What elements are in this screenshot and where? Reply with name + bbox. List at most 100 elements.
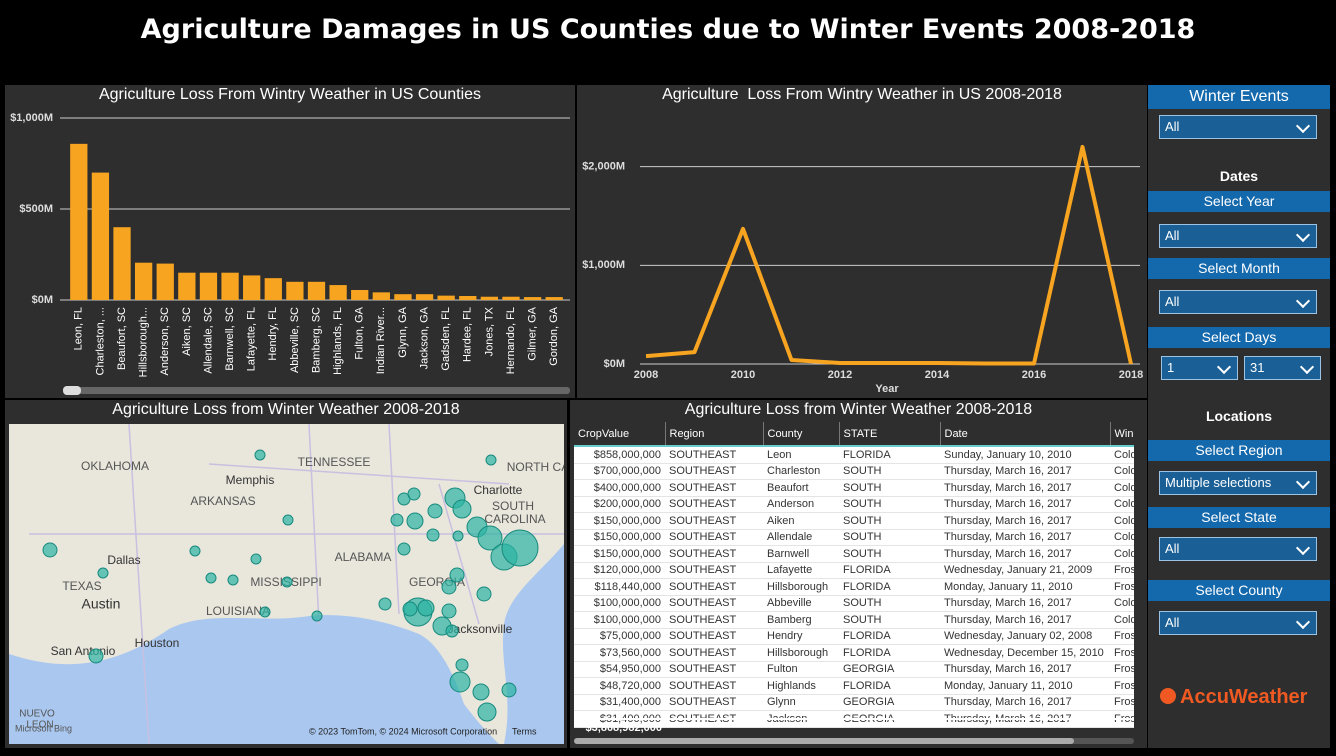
table-cell: SOUTH (843, 531, 882, 544)
table-cell: FLORIDA (843, 646, 891, 659)
table-cell: SOUTHEAST (669, 696, 737, 709)
table-cell: Monday, January 11, 2010 (944, 679, 1073, 692)
table-cell: SOUTHEAST (669, 514, 737, 527)
map-label: Houston (135, 636, 180, 650)
table-total: $3,808,982,000 (585, 722, 662, 734)
x-tick-label: 2016 (1022, 369, 1046, 381)
dropdown[interactable]: All (1159, 224, 1317, 248)
table-cell: Fros (1114, 630, 1134, 643)
table-cell: GEORGIA (843, 663, 895, 676)
y-tick-label: $500M (19, 203, 53, 215)
table-cell: Thursday, March 16, 2017 (944, 613, 1072, 626)
x-tick-label: Beaufort, SC (116, 307, 128, 370)
table-cell: Cold (1114, 465, 1134, 478)
dropdown[interactable]: Multiple selections (1159, 471, 1317, 495)
table-cell: Fros (1114, 696, 1134, 709)
x-tick-label: Bamberg, SC (310, 307, 322, 373)
table-cell: $75,000,000 (599, 630, 661, 643)
table-cell: SOUTHEAST (669, 580, 737, 593)
x-tick-label: Indian River... (375, 307, 387, 374)
map-terms[interactable]: Terms (512, 726, 537, 736)
x-tick-label: Abbeville, SC (289, 307, 301, 373)
chart-title: Agriculture Loss From Wintry Weather in … (99, 86, 481, 103)
table-title: Agriculture Loss from Winter Weather 200… (684, 401, 1033, 418)
map-label: ALABAMA (335, 550, 392, 564)
x-tick-label: Highlands, FL (332, 307, 344, 375)
table-cell: Thursday, March 16, 2017 (944, 531, 1072, 544)
table-cell: SOUTHEAST (669, 646, 737, 659)
table-cell: $100,000,000 (593, 597, 661, 610)
logo: AccuWeather (1160, 686, 1307, 709)
map-label: LEON (26, 720, 53, 731)
column-header: STATE (839, 422, 941, 446)
table-cell: $200,000,000 (593, 498, 661, 511)
table-cell: Sunday, January 10, 2010 (944, 448, 1072, 461)
table-cell: Fulton (767, 663, 798, 676)
map-label: San Antonio (51, 644, 116, 658)
filters: Winter Events All Dates Select Year All … (1148, 85, 1330, 748)
table-cell: Cold (1114, 448, 1134, 461)
table-cell: Beaufort (767, 481, 809, 494)
table-row: $150,000,000 SOUTHEAST Barnwell SOUTH Thursd… (574, 546, 1134, 562)
table-cell: SOUTHEAST (669, 630, 737, 643)
table-cell: Cold (1114, 613, 1134, 626)
logo-text: AccuWeather (1180, 686, 1308, 708)
table-cell: Fros (1114, 564, 1134, 577)
dropdown[interactable]: All (1159, 290, 1317, 314)
bar (480, 296, 499, 300)
bar (286, 281, 304, 300)
scrollbar[interactable] (63, 387, 570, 394)
table-cell: Fros (1114, 646, 1134, 659)
table-cell: SOUTHEAST (669, 547, 737, 560)
x-tick-label: 2012 (828, 369, 852, 381)
table-cell: FLORIDA (843, 580, 891, 593)
map-label: Charlotte (474, 483, 523, 497)
column-header: Win (1110, 422, 1134, 446)
line-chart: Agriculture Loss From Wintry Weather in … (582, 86, 1143, 395)
x-tick-label: Gadsden, FL (440, 307, 452, 371)
section-title: Locations (1205, 408, 1273, 424)
map-label: ARKANSAS (190, 494, 255, 508)
table-cell: Hillsborough (767, 646, 829, 659)
map-label: CAROLINA (484, 512, 545, 526)
day-from-input[interactable]: 1 (1161, 356, 1238, 380)
table-row: $150,000,000 SOUTHEAST Allendale SOUTH Thurs… (574, 529, 1134, 546)
x-tick-label: Jones, TX (483, 306, 495, 356)
table-cell: Fros (1114, 679, 1134, 692)
table-cell: Fros (1114, 580, 1134, 593)
x-tick-label: Gilmer, GA (526, 306, 538, 360)
table-cell: SOUTHEAST (669, 465, 737, 478)
bar (70, 143, 88, 300)
dropdown[interactable]: All (1159, 537, 1317, 561)
table-cell: SOUTH (843, 481, 882, 494)
table-cell: SOUTH (843, 498, 882, 511)
table-cell: SOUTHEAST (669, 564, 737, 577)
dropdown[interactable]: All (1159, 115, 1317, 139)
table-cell: Leon (767, 448, 792, 461)
map[interactable]: OKLAHOMA TENNESSEE ARKANSAS Memphis NORT… (9, 424, 564, 744)
bar (307, 281, 326, 300)
bar (545, 297, 563, 300)
column-header: Region (665, 422, 764, 446)
table-cell: Cold (1114, 531, 1134, 544)
table-row: $200,000,000 SOUTHEAST Anderson SOUTH Thursd… (574, 496, 1134, 513)
map-label: TEXAS (62, 579, 101, 593)
day-to-input[interactable]: 31 (1244, 356, 1321, 380)
filter-label: Select County (1148, 580, 1330, 601)
table-cell: Thursday, March 16, 2017 (944, 481, 1072, 494)
scroll-thumb[interactable] (63, 386, 81, 395)
table-cell: Thursday, March 16, 2017 (944, 465, 1072, 478)
map-label: Dallas (107, 553, 140, 567)
dropdown[interactable]: All (1159, 611, 1317, 635)
bar (329, 285, 347, 300)
h-scrollbar[interactable] (574, 738, 1134, 744)
column-header: County (763, 422, 840, 446)
table-cell: FLORIDA (843, 564, 891, 577)
x-tick-label: 2010 (731, 369, 755, 381)
bar (113, 227, 131, 300)
table-cell: Thursday, March 16, 2017 (944, 597, 1072, 610)
column-header: Date (940, 422, 1111, 446)
bar (156, 263, 174, 300)
map-label: NORTH CA (507, 460, 564, 474)
